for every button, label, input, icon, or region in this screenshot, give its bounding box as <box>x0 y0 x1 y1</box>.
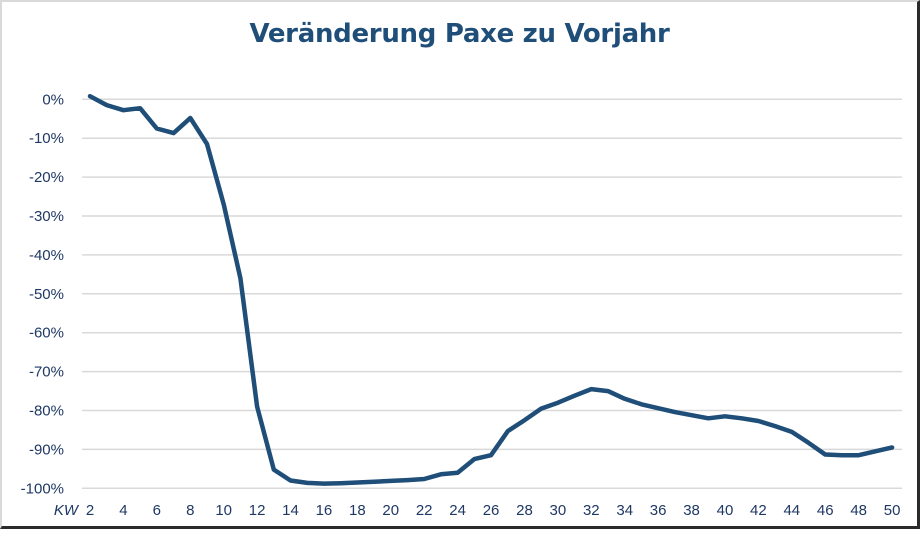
x-tick-label: 10 <box>215 502 232 519</box>
y-tick-label: -10% <box>29 130 64 147</box>
chart-title: Veränderung Paxe zu Vorjahr <box>249 19 670 49</box>
x-tick-label: 20 <box>382 502 399 519</box>
x-tick-label: 6 <box>153 502 161 519</box>
y-tick-label: -50% <box>29 286 64 303</box>
x-tick-label: 14 <box>282 502 299 519</box>
x-tick-label: 8 <box>186 502 194 519</box>
x-tick-label: 12 <box>249 502 266 519</box>
y-axis-tick-labels: 0% -10% -20% -30% -40% -50% -60% -70% -80% -90% -1… <box>21 91 64 497</box>
x-tick-label: 48 <box>850 502 867 519</box>
x-tick-label: 38 <box>683 502 700 519</box>
y-tick-label: -80% <box>29 403 64 420</box>
y-tick-label: -60% <box>29 325 64 342</box>
x-tick-label: 26 <box>483 502 500 519</box>
x-tick-label: 4 <box>119 502 127 519</box>
x-tick-label: 50 <box>884 502 901 519</box>
x-axis-tick-labels: 2 4 6 8 10 12 14 16 18 20 22 24 26 28 30 32 34 36 38 40 42 44… <box>86 502 901 519</box>
y-tick-label: -70% <box>29 364 64 381</box>
x-tick-label: 36 <box>650 502 667 519</box>
y-tick-label: -100% <box>21 480 64 497</box>
y-tick-label: -90% <box>29 441 64 458</box>
x-tick-label: 32 <box>583 502 600 519</box>
x-tick-label: 28 <box>516 502 533 519</box>
x-tick-label: 24 <box>449 502 466 519</box>
y-tick-label: -40% <box>29 247 64 264</box>
y-tick-label: -30% <box>29 208 64 225</box>
y-tick-label: -20% <box>29 169 64 186</box>
x-tick-label: 40 <box>717 502 734 519</box>
x-tick-label: 2 <box>86 502 94 519</box>
series-line <box>87 93 895 486</box>
x-tick-label: 46 <box>817 502 834 519</box>
x-tick-label: 16 <box>316 502 333 519</box>
x-tick-label: 34 <box>616 502 633 519</box>
x-tick-label: 30 <box>550 502 567 519</box>
x-tick-label: 42 <box>750 502 767 519</box>
x-tick-label: 22 <box>416 502 433 519</box>
x-axis-label: KW <box>54 502 80 519</box>
x-tick-label: 44 <box>783 502 800 519</box>
y-tick-label: 0% <box>42 91 64 108</box>
gridlines <box>82 98 902 490</box>
x-tick-label: 18 <box>349 502 366 519</box>
